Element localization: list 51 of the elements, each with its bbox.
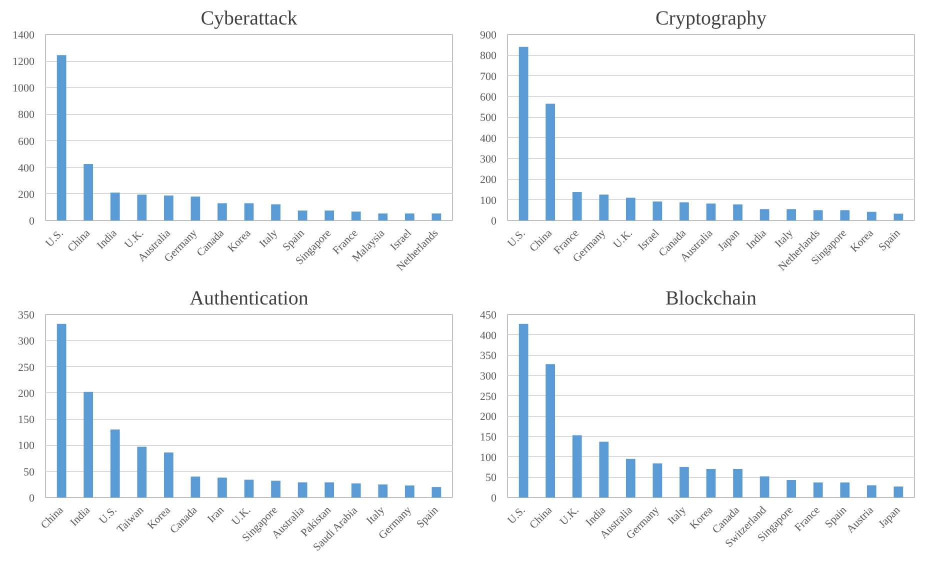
x-tick-label: U.S. xyxy=(43,227,66,250)
y-tick-label: 300 xyxy=(18,336,35,348)
y-tick-label: 350 xyxy=(480,350,497,362)
x-tick-label: U.K. xyxy=(558,504,582,528)
y-tick-label: 350 xyxy=(18,310,35,322)
y-tick-label: 200 xyxy=(18,388,35,400)
y-tick-label: 800 xyxy=(18,109,35,122)
y-tick-label: 400 xyxy=(480,330,497,342)
chart-title: Cyberattack xyxy=(200,8,298,30)
y-tick-label: 500 xyxy=(480,112,497,124)
y-tick-label: 1200 xyxy=(12,56,35,68)
y-tick-label: 400 xyxy=(18,162,35,174)
y-tick-label: 400 xyxy=(480,132,497,145)
y-tick-label: 1000 xyxy=(12,82,35,95)
x-tick-label: Italy xyxy=(666,504,689,527)
y-tick-label: 300 xyxy=(480,154,497,166)
y-tick-label: 450 xyxy=(480,310,497,322)
y-tick-label: 250 xyxy=(480,390,497,403)
x-tick-label: U.S. xyxy=(505,504,528,527)
x-tick-label: Italy xyxy=(257,226,280,250)
y-tick-label: 0 xyxy=(491,216,497,228)
y-tick-label: 0 xyxy=(29,216,35,228)
y-tick-label: 600 xyxy=(18,136,35,148)
y-tick-label: 0 xyxy=(29,492,35,504)
y-tick-label: 50 xyxy=(24,466,35,478)
y-tick-label: 800 xyxy=(480,50,497,62)
chart-title: Blockchain xyxy=(665,288,757,310)
y-tick-label: 250 xyxy=(18,362,35,374)
y-tick-label: 150 xyxy=(18,414,35,426)
y-tick-label: 50 xyxy=(486,472,497,484)
y-tick-label: 100 xyxy=(18,440,35,452)
y-tick-label: 1400 xyxy=(12,30,35,42)
y-tick-label: 200 xyxy=(480,174,497,186)
y-tick-label: 100 xyxy=(480,194,497,207)
x-tick-label: India xyxy=(744,227,769,252)
chart-title: Authentication xyxy=(190,288,308,310)
x-tick-label: Iran xyxy=(205,504,227,526)
x-tick-label: U.K. xyxy=(611,227,636,251)
y-tick-label: 100 xyxy=(480,452,497,464)
y-tick-label: 200 xyxy=(480,411,497,424)
y-tick-label: 200 xyxy=(18,188,35,201)
x-tick-label: India xyxy=(94,227,120,252)
x-tick-label: India xyxy=(68,504,93,529)
y-tick-label: 700 xyxy=(480,70,497,83)
y-tick-label: 150 xyxy=(480,432,497,444)
y-tick-label: 0 xyxy=(491,492,497,504)
x-tick-label: U.S. xyxy=(505,227,528,250)
y-tick-label: 300 xyxy=(480,370,497,382)
y-tick-label: 600 xyxy=(480,92,497,104)
chart-title: Cryptography xyxy=(655,8,767,30)
y-tick-label: 900 xyxy=(480,30,497,42)
